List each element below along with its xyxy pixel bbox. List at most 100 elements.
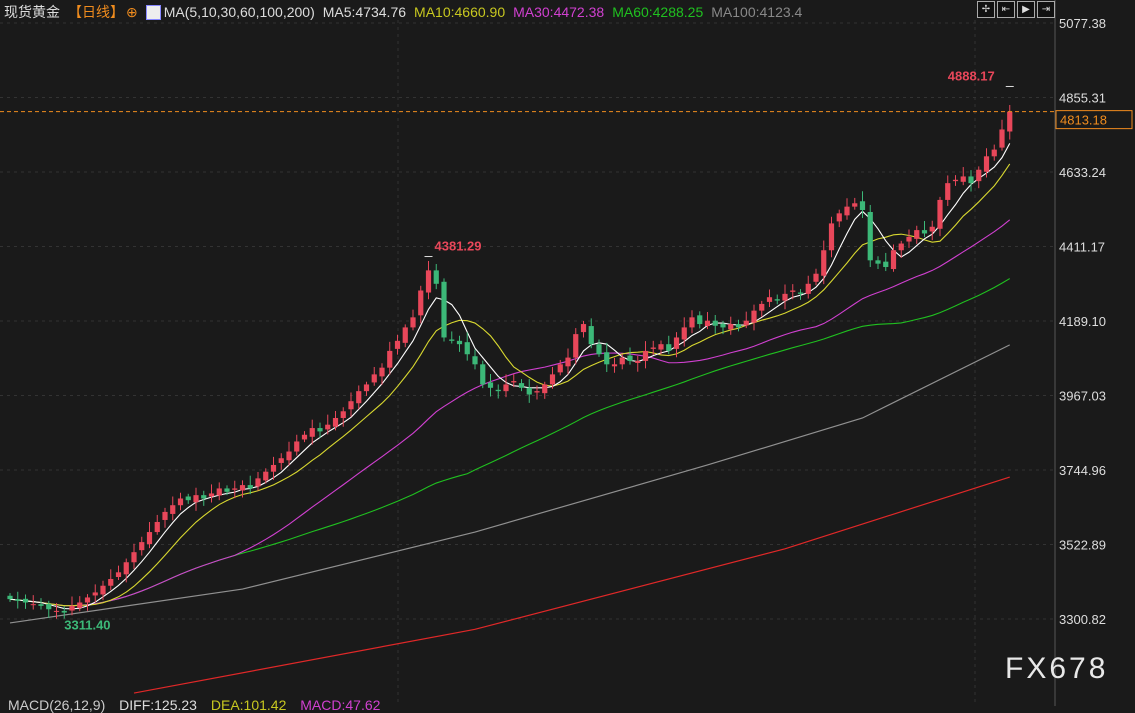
candle-body [309,428,315,437]
candle-body [162,511,168,520]
candle-body [177,498,184,506]
crosshair-circle-icon[interactable]: ⊕ [126,3,138,20]
candle-body [270,464,277,472]
chart-toolbar: ✢ ⇤ ▶ ⇥ [977,1,1055,18]
candle-body [604,352,610,365]
watermark: FX678 [1005,652,1109,685]
first-bar-icon[interactable]: ⇤ [997,1,1015,18]
candle-body [782,293,788,301]
candle-body [263,471,269,481]
ma10-line [9,163,1011,607]
candle-body [115,572,122,578]
candle-body [139,542,145,551]
candle-body [456,340,463,345]
candle-body [92,592,98,596]
candle-body [480,364,486,385]
candle-body [611,364,618,367]
candle-body [472,356,478,365]
candle-body [69,605,75,611]
candle-body [790,290,796,292]
candle-body [193,495,199,503]
candle-body [720,323,726,328]
candle-body [146,532,153,545]
candle-body [627,355,633,361]
candle-body [883,261,889,268]
dea-value: DEA:101.42 [210,697,287,713]
candle-body [185,496,191,501]
candle-body [247,485,253,489]
last-price-box [1055,110,1133,130]
candle-body [348,401,354,410]
ma100-value: MA100:4123.4 [711,4,803,20]
ma-label: MA(5,10,30,60,100,200) [163,4,315,20]
candle-body [526,387,532,395]
candle-body [991,149,997,157]
candle-body [1007,111,1013,132]
candle-body [464,342,470,355]
candle-body [154,521,160,533]
candle-body [689,317,695,328]
candle-body [286,451,292,461]
candle-body [418,290,424,316]
candle-body [255,478,261,487]
candle-body [301,434,308,440]
candle-body [216,488,222,496]
candle-body [565,357,571,367]
crosshair-icon[interactable]: ✢ [977,1,995,18]
candle-body [999,129,1005,148]
candle-body [573,334,579,358]
candle-body [433,270,439,284]
candle-body [681,327,687,340]
candle-body [441,281,447,338]
jump-end-icon[interactable]: ⇥ [1037,1,1055,18]
candle-body [580,324,587,333]
candle-body [743,320,749,326]
annotation-label: 3311.40 [64,617,110,632]
candle-body [588,326,594,345]
candle-body [224,488,230,492]
candle-body [325,424,331,430]
candle-body [518,383,525,388]
macd-label: MACD(26,12,9) [8,697,106,713]
candle-body [952,179,959,182]
ma30-line [9,219,1011,607]
candle-body [906,236,912,242]
candle-body [503,384,509,392]
candle-body [929,226,935,232]
y-tick-label: 3967.03 [1059,389,1106,404]
candle-body [859,201,866,210]
candle-body [658,344,664,350]
ma100-line [9,344,1011,624]
macd-legend: MACD(26,12,9) DIFF:125.23 DEA:101.42 MAC… [8,697,390,713]
annotation-label: 4888.17 [948,68,995,83]
candle-body [38,604,44,606]
candle-body [766,297,773,302]
candle-body [875,260,881,264]
candle-body [828,223,835,251]
candle-body [650,347,656,349]
candle-body [449,339,455,341]
y-tick-label: 4411.17 [1059,240,1105,255]
candle-body [983,156,990,172]
candle-body [844,206,850,216]
candle-body [30,604,36,606]
candle-body [697,315,703,325]
candle-body [53,610,60,612]
period-label[interactable]: 【日线】 [68,4,124,20]
candle-body [22,598,29,603]
candle-body [7,595,13,600]
chart-icon[interactable] [145,4,161,20]
candle-body [619,357,625,365]
candle-body [363,384,370,392]
ma5-value: MA5:4734.76 [322,4,407,20]
play-icon[interactable]: ▶ [1017,1,1035,18]
candle-body [534,391,540,393]
ma60-line [9,278,1011,607]
candle-body [914,230,920,239]
candle-body [15,599,21,601]
candle-body [278,458,284,463]
candle-body [84,597,91,603]
chart-header: 现货黄金 【日线】 ⊕ MA(5,10,30,60,100,200) MA5:4… [4,2,810,22]
candle-body [805,283,811,294]
